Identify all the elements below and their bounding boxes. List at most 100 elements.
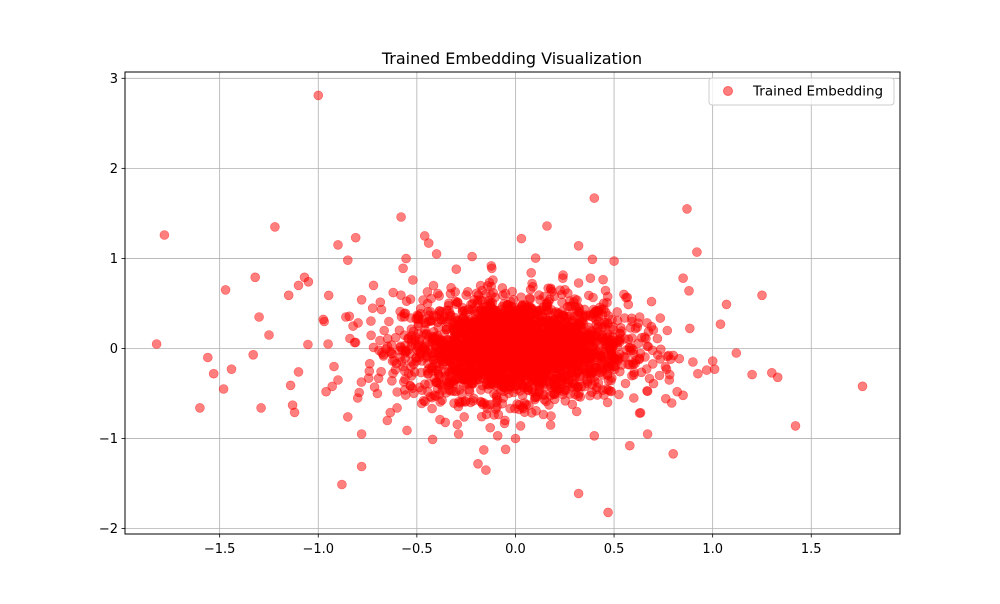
scatter-point — [447, 358, 458, 368]
scatter-point — [467, 323, 478, 334]
scatter-point — [415, 308, 426, 319]
scatter-point — [401, 296, 412, 307]
scatter-point — [422, 369, 433, 379]
scatter-point — [607, 342, 618, 353]
scatter-point — [654, 370, 665, 381]
scatter-point — [520, 348, 531, 359]
scatter-point — [583, 290, 594, 301]
scatter-point — [634, 312, 645, 322]
scatter-point — [256, 403, 266, 413]
scatter-point — [382, 415, 393, 426]
scatter-point — [396, 212, 406, 222]
scatter-point — [575, 319, 586, 330]
scatter-point — [372, 388, 383, 399]
scatter-point — [600, 319, 610, 330]
scatter-point — [293, 280, 304, 291]
scatter-point — [431, 311, 441, 322]
scatter-point — [482, 400, 492, 410]
scatter-point — [398, 263, 408, 274]
scatter-point — [195, 403, 205, 413]
y-tick-label: −2 — [99, 522, 118, 537]
scatter-point — [561, 323, 572, 334]
scatter-point — [400, 308, 411, 319]
scatter-point — [616, 326, 627, 336]
scatter-point — [567, 399, 578, 410]
scatter-point — [313, 90, 324, 101]
scatter-point — [532, 306, 542, 317]
scatter-point — [329, 361, 339, 372]
scatter-point — [557, 273, 568, 284]
scatter-point — [461, 290, 472, 300]
scatter-point — [460, 315, 470, 326]
x-tick-label: 0.0 — [505, 542, 526, 557]
scatter-point — [484, 310, 495, 320]
y-tick-label: 0 — [110, 342, 118, 357]
scatter-point — [715, 319, 726, 330]
scatter-point — [409, 367, 420, 377]
scatter-point — [707, 356, 718, 366]
scatter-point — [549, 333, 560, 344]
scatter-point — [379, 325, 390, 336]
scatter-point — [432, 288, 443, 299]
scatter-point — [583, 341, 594, 352]
scatter-point — [500, 444, 511, 455]
points-layer — [151, 90, 868, 518]
scatter-point — [498, 392, 509, 403]
scatter-point — [333, 375, 343, 385]
scatter-point — [426, 293, 437, 304]
scatter-point — [597, 366, 607, 376]
scatter-point — [747, 369, 757, 380]
scatter-point — [628, 345, 639, 356]
scatter-point — [568, 297, 579, 307]
scatter-point — [662, 325, 673, 336]
scatter-point — [323, 339, 333, 349]
scatter-point — [790, 421, 801, 431]
scatter-point — [757, 290, 767, 301]
scatter-point — [250, 272, 260, 283]
scatter-point — [628, 393, 639, 403]
scatter-point — [482, 378, 492, 389]
scatter-point — [486, 281, 497, 292]
scatter-point — [385, 346, 396, 357]
scatter-point — [693, 368, 703, 379]
scatter-point — [527, 278, 537, 289]
scatter-point — [440, 417, 451, 428]
scatter-point — [366, 330, 376, 341]
scatter-point — [293, 367, 304, 377]
scatter-point — [475, 332, 486, 343]
scatter-point — [218, 384, 229, 394]
scatter-point — [151, 339, 162, 349]
scatter-point — [515, 307, 525, 318]
scatter-point — [402, 425, 412, 436]
y-tick-label: 3 — [110, 72, 118, 87]
scatter-point — [376, 304, 387, 315]
scatter-point — [389, 355, 400, 366]
scatter-point — [688, 357, 698, 367]
scatter-point — [436, 343, 446, 353]
scatter-point — [499, 418, 510, 429]
scatter-point — [602, 297, 612, 308]
scatter-point — [356, 377, 367, 387]
scatter-point — [323, 290, 334, 301]
scatter-point — [551, 362, 562, 373]
scatter-point — [388, 287, 399, 298]
scatter-point — [486, 263, 497, 274]
scatter-point — [585, 330, 596, 340]
scatter-point — [682, 204, 692, 214]
scatter-point — [529, 331, 540, 342]
scatter-point — [468, 379, 478, 389]
scatter-point — [451, 264, 462, 275]
scatter-point — [515, 421, 526, 431]
scatter-point — [431, 249, 442, 259]
scatter-point — [589, 193, 600, 203]
scatter-point — [519, 398, 530, 408]
scatter-point — [579, 304, 590, 315]
scatter-point — [582, 376, 593, 387]
scatter-point — [473, 458, 483, 469]
scatter-point — [731, 348, 742, 358]
scatter-point — [473, 314, 484, 325]
scatter-point — [646, 321, 657, 332]
scatter-point — [446, 339, 457, 350]
scatter-point — [384, 316, 394, 327]
